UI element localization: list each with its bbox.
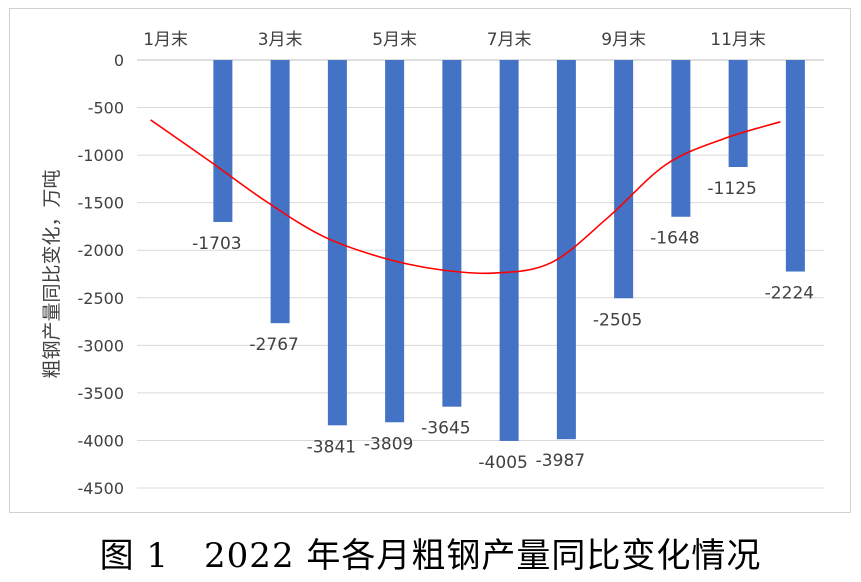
- y-tick-label: -3500: [78, 384, 125, 403]
- bar: [499, 60, 519, 441]
- y-tick-label: -1000: [78, 146, 125, 165]
- data-label: -2505: [593, 310, 642, 330]
- y-tick-label: -2500: [78, 289, 125, 308]
- y-tick-label: -4500: [78, 479, 125, 498]
- trend-line: [150, 119, 781, 275]
- x-tick-label: 5月末: [372, 30, 417, 50]
- bar: [385, 60, 405, 423]
- data-label: -3809: [364, 434, 413, 454]
- bar: [442, 60, 462, 407]
- y-tick-label: -500: [88, 99, 124, 118]
- bar: [270, 60, 290, 324]
- x-tick-label: 9月末: [601, 30, 646, 50]
- bar: [556, 60, 576, 440]
- x-tick-label: 3月末: [258, 30, 303, 50]
- data-label: -2767: [249, 335, 298, 355]
- x-tick-label: 7月末: [487, 30, 532, 50]
- trend-line-path: [150, 119, 781, 275]
- y-tick-label: -3000: [78, 336, 125, 355]
- bar: [614, 60, 634, 299]
- chart-frame: [9, 8, 851, 513]
- y-tick-label: -1500: [78, 194, 125, 213]
- data-label: -4005: [478, 453, 527, 473]
- y-axis-title: 粗钢产量同比变化，万吨: [41, 169, 63, 378]
- figure-caption: 图 1 2022 年各月粗钢产量同比变化情况: [99, 536, 762, 576]
- chart-text: 0 -500 -1000 -1500 -2000 -2500 -3000 -3500 -4000…: [41, 30, 814, 498]
- data-label: -2224: [765, 284, 814, 304]
- data-label: -3987: [536, 451, 585, 471]
- bar: [728, 60, 748, 167]
- bars: [213, 60, 805, 441]
- bar: [671, 60, 691, 217]
- data-label: -1125: [707, 179, 756, 199]
- y-tick-label: -4000: [78, 431, 125, 450]
- data-label: -1703: [192, 234, 241, 254]
- data-label: -1648: [650, 229, 699, 249]
- data-label: -3841: [307, 437, 356, 457]
- bar-line-chart: 0 -500 -1000 -1500 -2000 -2500 -3000 -3500 -4000…: [41, 30, 824, 498]
- x-tick-label: 1月末: [143, 30, 188, 50]
- y-tick-label: 0: [114, 51, 124, 70]
- x-tick-label: 11月末: [710, 30, 766, 50]
- gridlines: [137, 59, 824, 489]
- bar: [213, 60, 233, 222]
- bar: [785, 60, 805, 272]
- data-label: -3645: [421, 419, 470, 439]
- y-tick-label: -2000: [78, 241, 125, 260]
